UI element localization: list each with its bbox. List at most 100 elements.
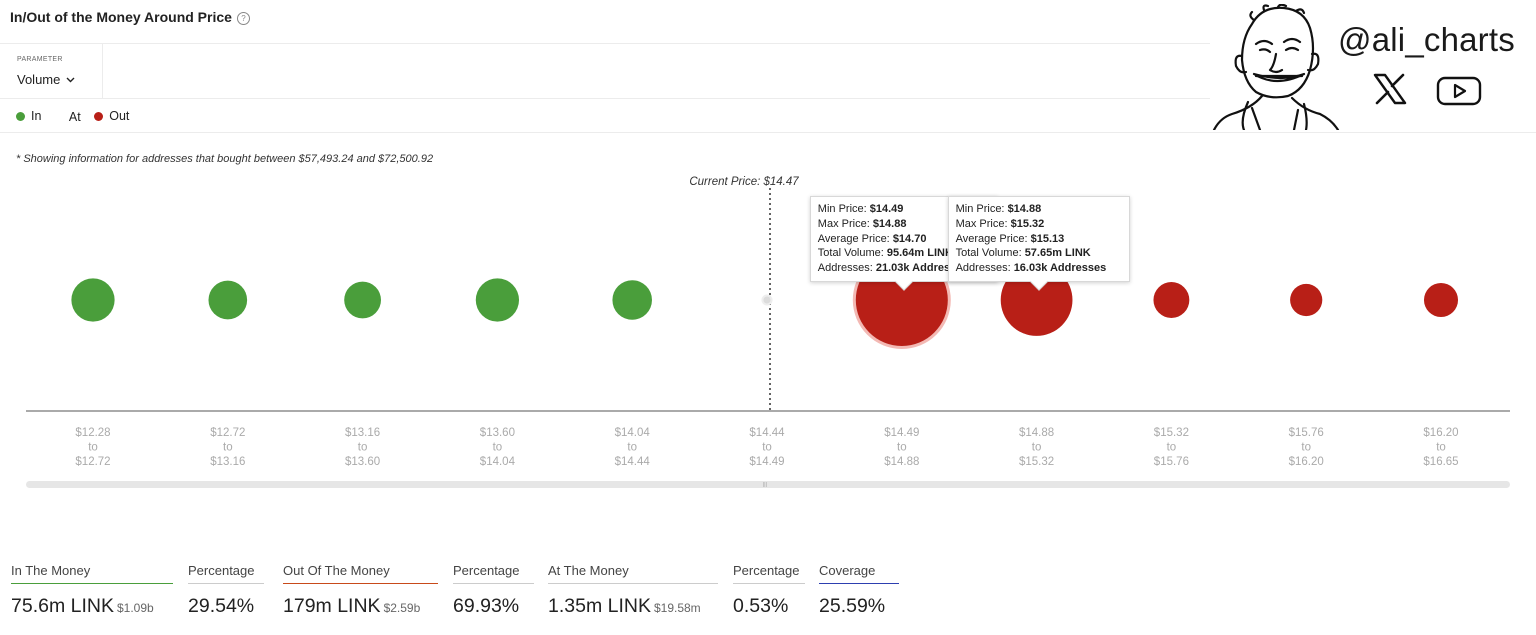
- youtube-icon[interactable]: [1436, 76, 1482, 106]
- stat-block: At The Money 1.35m LINK $19.58m: [548, 563, 718, 618]
- tick-label: $16.20: [1423, 427, 1458, 439]
- tick-label: $13.60: [345, 456, 380, 468]
- tick-label-to: to: [358, 442, 368, 454]
- x-icon[interactable]: [1372, 73, 1408, 105]
- tick-label: $13.16: [345, 427, 380, 439]
- tooltip-value: 95.64m LINK: [886, 247, 953, 260]
- stat-value-text: 25.59%: [819, 595, 886, 617]
- tick-label: $15.32: [1019, 456, 1054, 468]
- tooltip-value: 57.65m LINK: [1024, 247, 1091, 260]
- tooltip-key: Max Price:: [817, 217, 873, 230]
- stat-value: 29.54%: [188, 595, 264, 618]
- tick-label-to: to: [762, 442, 772, 454]
- tooltip-key: Total Volume:: [817, 247, 887, 260]
- tick-label: $16.65: [1423, 456, 1458, 468]
- stat-label: Percentage: [453, 563, 534, 584]
- bubble-in[interactable]: [71, 278, 115, 322]
- tooltip-key: Average Price:: [955, 232, 1031, 245]
- tooltip-value: $15.13: [1030, 232, 1065, 245]
- tick-label: $12.28: [75, 427, 110, 439]
- legend-dot-out: [94, 111, 104, 121]
- tick-label: $14.88: [884, 456, 919, 468]
- chevron-down-icon: [66, 77, 75, 83]
- stat-value: 75.6m LINK $1.09b: [11, 595, 173, 618]
- tick-label: $15.32: [1154, 427, 1189, 439]
- stat-block: Percentage 69.93%: [453, 563, 534, 618]
- horizontal-scrollbar[interactable]: |||: [26, 481, 1510, 488]
- parameter-box: [0, 44, 103, 98]
- tooltip-key: Average Price:: [817, 232, 893, 245]
- tick-label: $13.60: [480, 427, 515, 439]
- stat-label: Percentage: [733, 563, 805, 584]
- tick-label: $16.20: [1289, 456, 1324, 468]
- stat-value: 25.59%: [819, 595, 899, 618]
- tick-label: $12.72: [210, 427, 245, 439]
- tick-label: $15.76: [1289, 427, 1324, 439]
- stat-value-text: 75.6m LINK: [11, 595, 114, 617]
- tooltip-row: Addresses: 16.03k Addresses: [956, 261, 1122, 276]
- tick-label-to: to: [1301, 442, 1311, 454]
- tick-label: $14.44: [749, 427, 785, 439]
- stat-block: Percentage 0.53%: [733, 563, 805, 618]
- legend-item-out[interactable]: Out: [94, 109, 129, 123]
- tick-label: $14.04: [480, 456, 516, 468]
- bubble-out[interactable]: [1290, 283, 1323, 317]
- tooltip-key: Min Price:: [955, 203, 1008, 215]
- tooltip-value: $14.49: [869, 203, 904, 215]
- bubble-in[interactable]: [612, 280, 652, 320]
- tooltip-key: Max Price:: [955, 217, 1011, 230]
- bubble-in[interactable]: [208, 280, 248, 320]
- tooltip-row: Min Price: $14.49: [818, 202, 990, 217]
- tick-label: $15.76: [1154, 456, 1189, 468]
- stat-value-text: 0.53%: [733, 595, 789, 617]
- tick-label-to: to: [493, 442, 503, 454]
- bubble-in[interactable]: [344, 281, 381, 319]
- tooltip-value: $14.88: [872, 217, 907, 230]
- bubble-chart: Current Price: $14.47 $12.28 to $12.72 $12.7…: [26, 176, 1510, 468]
- legend-item-at[interactable]: At: [69, 110, 81, 124]
- stat-sub-value: $1.09b: [116, 601, 154, 615]
- tick-label-to: to: [1032, 442, 1042, 454]
- tooltip-row: Min Price: $14.88: [956, 202, 1122, 217]
- stat-label: Out Of The Money: [283, 563, 438, 584]
- tooltip-key: Min Price:: [817, 203, 870, 215]
- stat-value-text: 69.93%: [453, 595, 520, 617]
- page-title-text: In/Out of the Money Around Price: [10, 9, 232, 25]
- help-icon[interactable]: ?: [236, 12, 250, 25]
- bubble-tooltip: Min Price: $14.88 Max Price: $15.32 Averag…: [947, 196, 1130, 291]
- legend: In At Out: [16, 109, 143, 124]
- legend-item-in[interactable]: In: [16, 109, 41, 123]
- tick-label-to: to: [1167, 442, 1177, 454]
- stat-sub-value: $2.59b: [383, 601, 421, 615]
- bubble-at[interactable]: [761, 294, 773, 306]
- stat-block: Coverage 25.59%: [819, 563, 899, 618]
- tooltip-value: $14.88: [1007, 203, 1042, 215]
- divider: [0, 98, 1210, 99]
- tooltip-value: 16.03k Addresses: [1013, 262, 1107, 275]
- current-price-label: Current Price: $14.47: [689, 176, 799, 188]
- stat-block: In The Money 75.6m LINK $1.09b: [11, 563, 173, 618]
- bubble-out[interactable]: [1423, 282, 1459, 318]
- tooltip-value: $15.32: [1010, 217, 1045, 230]
- tooltip-value: 21.03k Addresses: [875, 262, 969, 275]
- stat-block: Percentage 29.54%: [188, 563, 264, 618]
- bubble-in[interactable]: [475, 278, 520, 322]
- scroll-grip-icon: |||: [763, 482, 767, 488]
- tooltip-row: Total Volume: 95.64m LINK: [818, 246, 990, 261]
- tooltip-row: Average Price: $15.13: [956, 232, 1122, 247]
- legend-label-out: Out: [109, 109, 130, 123]
- tick-label-to: to: [223, 442, 233, 454]
- bubble-out[interactable]: [1153, 282, 1190, 318]
- tooltip-row: Average Price: $14.70: [818, 232, 990, 247]
- stat-label: In The Money: [11, 563, 173, 584]
- parameter-select[interactable]: Volume: [17, 72, 75, 87]
- tooltip-key: Total Volume:: [955, 247, 1025, 260]
- divider: [0, 132, 1536, 133]
- tooltip-key: Addresses:: [817, 262, 876, 275]
- tick-label-to: to: [627, 442, 637, 454]
- page-title: In/Out of the Money Around Price?: [10, 9, 250, 25]
- bubble-out[interactable]: [1000, 264, 1073, 336]
- stat-value: 69.93%: [453, 595, 534, 618]
- stat-label: Coverage: [819, 563, 899, 584]
- brand-handle: @ali_charts: [1338, 21, 1515, 58]
